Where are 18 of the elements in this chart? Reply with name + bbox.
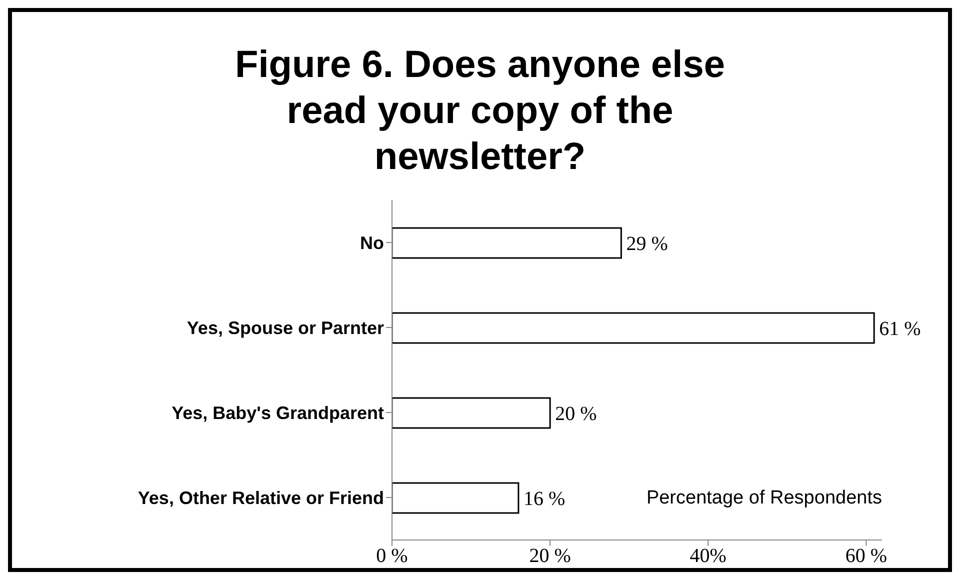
y-tick-label: Yes, Spouse or Parnter <box>186 318 384 338</box>
y-tick-label: Yes, Other Relative or Friend <box>138 488 384 508</box>
x-tick-label: 20 % <box>529 545 571 568</box>
y-tick-label: Yes, Baby's Grandparent <box>172 402 384 423</box>
data-label: 16 % <box>523 488 566 510</box>
x-tick-label: 60 % <box>845 545 888 568</box>
x-tick-label: 0 % <box>376 545 408 568</box>
data-label: 20 % <box>555 403 597 426</box>
data-label: 61 % <box>879 318 921 340</box>
x-tick-label: 40% <box>690 545 726 568</box>
bar <box>392 227 622 259</box>
bar <box>392 312 875 344</box>
chart-title: Figure 6. Does anyone else read your copy of the newsletter? <box>234 43 726 180</box>
y-tick-label: No <box>360 232 384 253</box>
x-axis-title: Percentage of Respondents <box>646 487 882 508</box>
bar <box>392 397 551 429</box>
data-label: 29 % <box>626 233 668 256</box>
bar <box>392 482 520 514</box>
